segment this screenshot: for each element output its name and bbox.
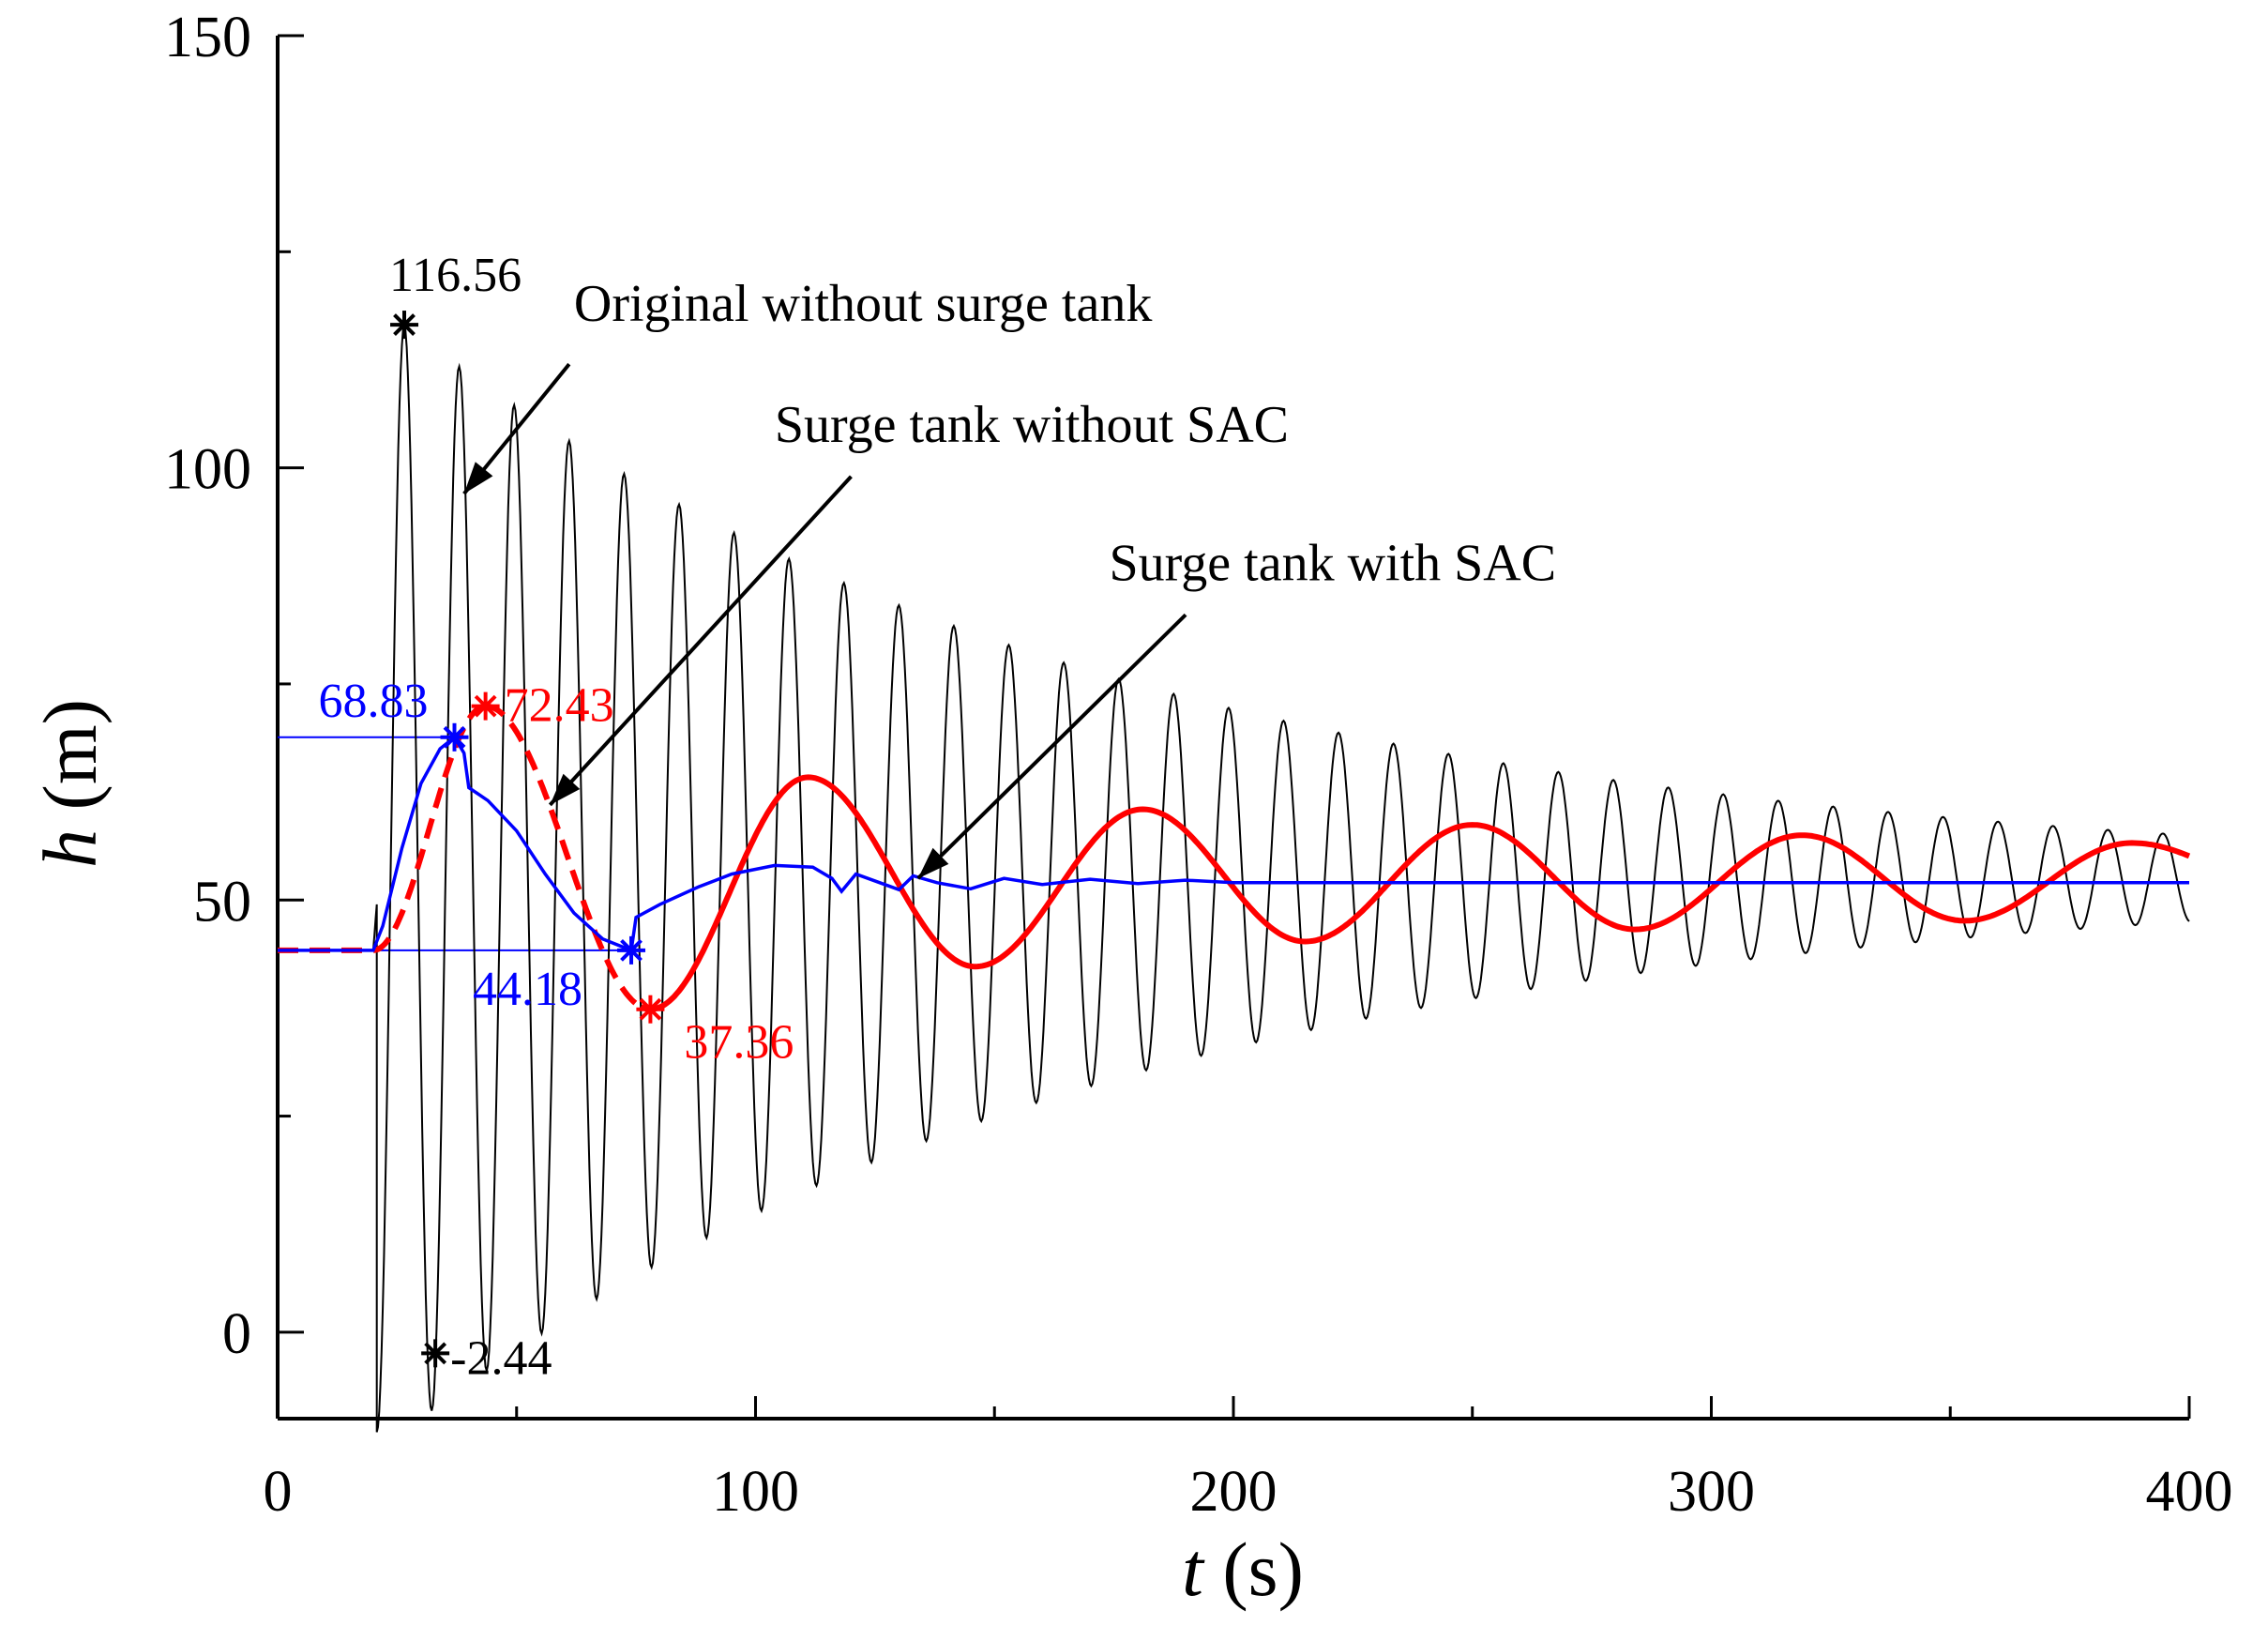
- marker-asterisk: [421, 1339, 450, 1368]
- marker-asterisk: [617, 935, 646, 965]
- x-tick-label: 200: [1190, 1460, 1278, 1524]
- markers: 116.56 -2.44 68.83 44.18 72.43 37.36: [319, 249, 794, 1385]
- series-surge-tank-without-sac: [639, 774, 2191, 1012]
- y-tick-label: 150: [164, 6, 251, 69]
- x-axis-variable: t: [1182, 1527, 1205, 1612]
- marker-label: 116.56: [389, 249, 522, 302]
- marker-asterisk: [471, 691, 500, 721]
- annotation-arrow-head: [917, 847, 949, 879]
- annotation-arrow-head: [550, 773, 581, 805]
- x-tick-label: 100: [712, 1460, 799, 1524]
- marker-label: 44.18: [473, 963, 582, 1016]
- annotation-arrow-shaft: [548, 475, 853, 807]
- x-tick-label: 400: [2146, 1460, 2233, 1524]
- marker-label: 72.43: [505, 679, 614, 733]
- marker-asterisk: [636, 995, 665, 1024]
- x-tick-label: 0: [264, 1460, 293, 1524]
- y-axis-variable: h: [27, 829, 113, 868]
- annotation-arrow-head: [463, 462, 493, 494]
- y-tick-label: 50: [193, 870, 251, 934]
- y-axis-unit: (m): [27, 699, 113, 829]
- marker-asterisk: [440, 722, 469, 752]
- axes: 0 100 200 300 400 0 50 100 150: [164, 6, 2233, 1524]
- y-tick-label: 100: [164, 438, 251, 502]
- x-tick-label: 300: [1668, 1460, 1755, 1524]
- x-axis-label: t (s): [1182, 1527, 1304, 1612]
- series-surge-tank-without-sac-dashed: [278, 703, 486, 953]
- annotation-arrow-shaft: [916, 613, 1187, 880]
- marker-label: 68.83: [319, 675, 429, 728]
- annotations: Original without surge tank Surge tank wi…: [462, 275, 1557, 880]
- series-original-without-surge-tank: [278, 324, 2190, 1433]
- series-lines: [278, 324, 2191, 1433]
- annotation-label: Original without surge tank: [574, 275, 1152, 333]
- marker-label: -2.44: [450, 1331, 552, 1385]
- series-surge-tank-without-sac-dashed-descent: [485, 703, 661, 1012]
- annotation-label: Surge tank without SAC: [775, 396, 1289, 454]
- y-tick-label: 0: [222, 1302, 251, 1366]
- annotation-label: Surge tank with SAC: [1110, 534, 1557, 592]
- marker-asterisk: [390, 311, 419, 340]
- x-axis-unit: (s): [1203, 1527, 1304, 1612]
- y-axis-label: h (m): [27, 699, 113, 868]
- marker-label: 37.36: [684, 1016, 794, 1070]
